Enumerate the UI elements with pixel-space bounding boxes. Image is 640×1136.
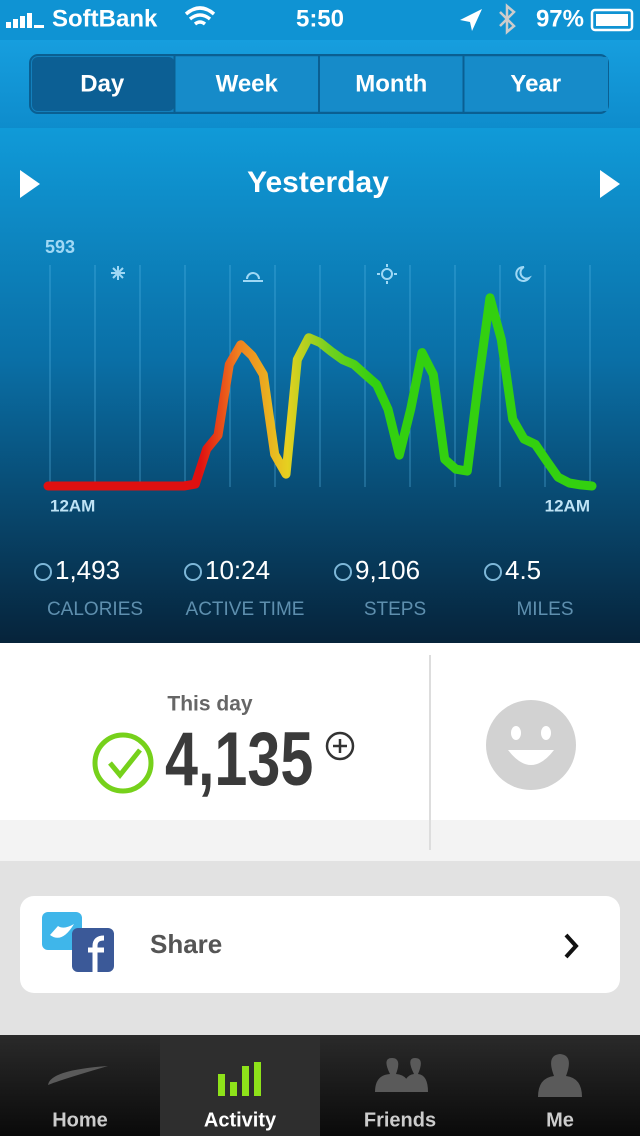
nav-icon	[242, 1066, 249, 1096]
nav-icon	[254, 1062, 261, 1096]
tab-selected	[32, 57, 175, 111]
battery-text: 97%	[536, 5, 584, 32]
battery	[590, 8, 634, 32]
smiley-mouth	[508, 750, 554, 765]
nav-label[interactable]: Activity	[204, 1109, 277, 1131]
chart-end-label: 12AM	[545, 496, 590, 515]
add-button[interactable]	[325, 731, 355, 761]
chart-start-label: 12AM	[50, 496, 95, 515]
share-chevron	[564, 933, 579, 959]
stat-value: 10:24	[205, 555, 270, 585]
smiley-eye	[511, 726, 521, 740]
date-label: Yesterday	[247, 166, 389, 199]
stat-icon	[34, 563, 52, 581]
activity-line	[43, 293, 597, 491]
stat-icon	[334, 563, 352, 581]
stat-label: STEPS	[364, 599, 426, 620]
stat-value: 4.5	[505, 555, 541, 585]
nav-icon	[218, 1074, 225, 1096]
twitter-bird	[50, 924, 74, 938]
nav-icon	[375, 1058, 428, 1092]
stat-label: ACTIVE TIME	[186, 599, 305, 620]
prev-arrow[interactable]	[20, 170, 40, 198]
tab[interactable]	[464, 57, 609, 111]
signal	[6, 13, 44, 28]
time-icons	[111, 264, 532, 284]
tab[interactable]	[175, 57, 320, 111]
tab-label[interactable]: Day	[80, 70, 125, 97]
next-arrow[interactable]	[600, 170, 620, 198]
stat-icon	[184, 563, 202, 581]
tab-label[interactable]: Week	[216, 70, 279, 97]
carrier: SoftBank	[52, 5, 158, 32]
location-icon	[460, 9, 482, 31]
smiley	[486, 700, 576, 790]
stat-label: MILES	[516, 599, 573, 620]
nav-icon	[48, 1066, 108, 1085]
nav-label[interactable]: Home	[52, 1109, 108, 1131]
share-label: Share	[150, 929, 222, 959]
facebook-f	[88, 935, 105, 972]
wifi-icon	[184, 6, 216, 26]
stat-label: CALORIES	[47, 599, 143, 620]
tab-label[interactable]: Year	[510, 70, 561, 97]
nav-selected	[160, 1036, 320, 1136]
nav-icon	[538, 1054, 582, 1097]
clock: 5:50	[296, 5, 344, 32]
summary-caption: This day	[167, 693, 253, 716]
goal-check-circle	[92, 732, 154, 794]
share-button[interactable]	[20, 896, 620, 993]
battery-level	[596, 14, 628, 26]
stat-value: 1,493	[55, 555, 120, 585]
tab-label[interactable]: Month	[355, 70, 427, 97]
nav-label[interactable]: Me	[546, 1109, 574, 1131]
stat-icon	[484, 563, 502, 581]
nav-label[interactable]: Friends	[364, 1109, 436, 1131]
bluetooth-icon	[499, 3, 516, 35]
status-bar	[0, 0, 640, 40]
goal-check	[108, 748, 142, 779]
add-plus	[333, 739, 347, 753]
fuel-value: 4,135	[165, 717, 313, 802]
chart-max-label: 593	[45, 237, 75, 257]
stat-value: 9,106	[355, 555, 420, 585]
summary-shade	[0, 820, 640, 861]
tab[interactable]	[320, 57, 464, 111]
nav-icon	[230, 1082, 237, 1096]
smiley-eye	[541, 726, 551, 740]
